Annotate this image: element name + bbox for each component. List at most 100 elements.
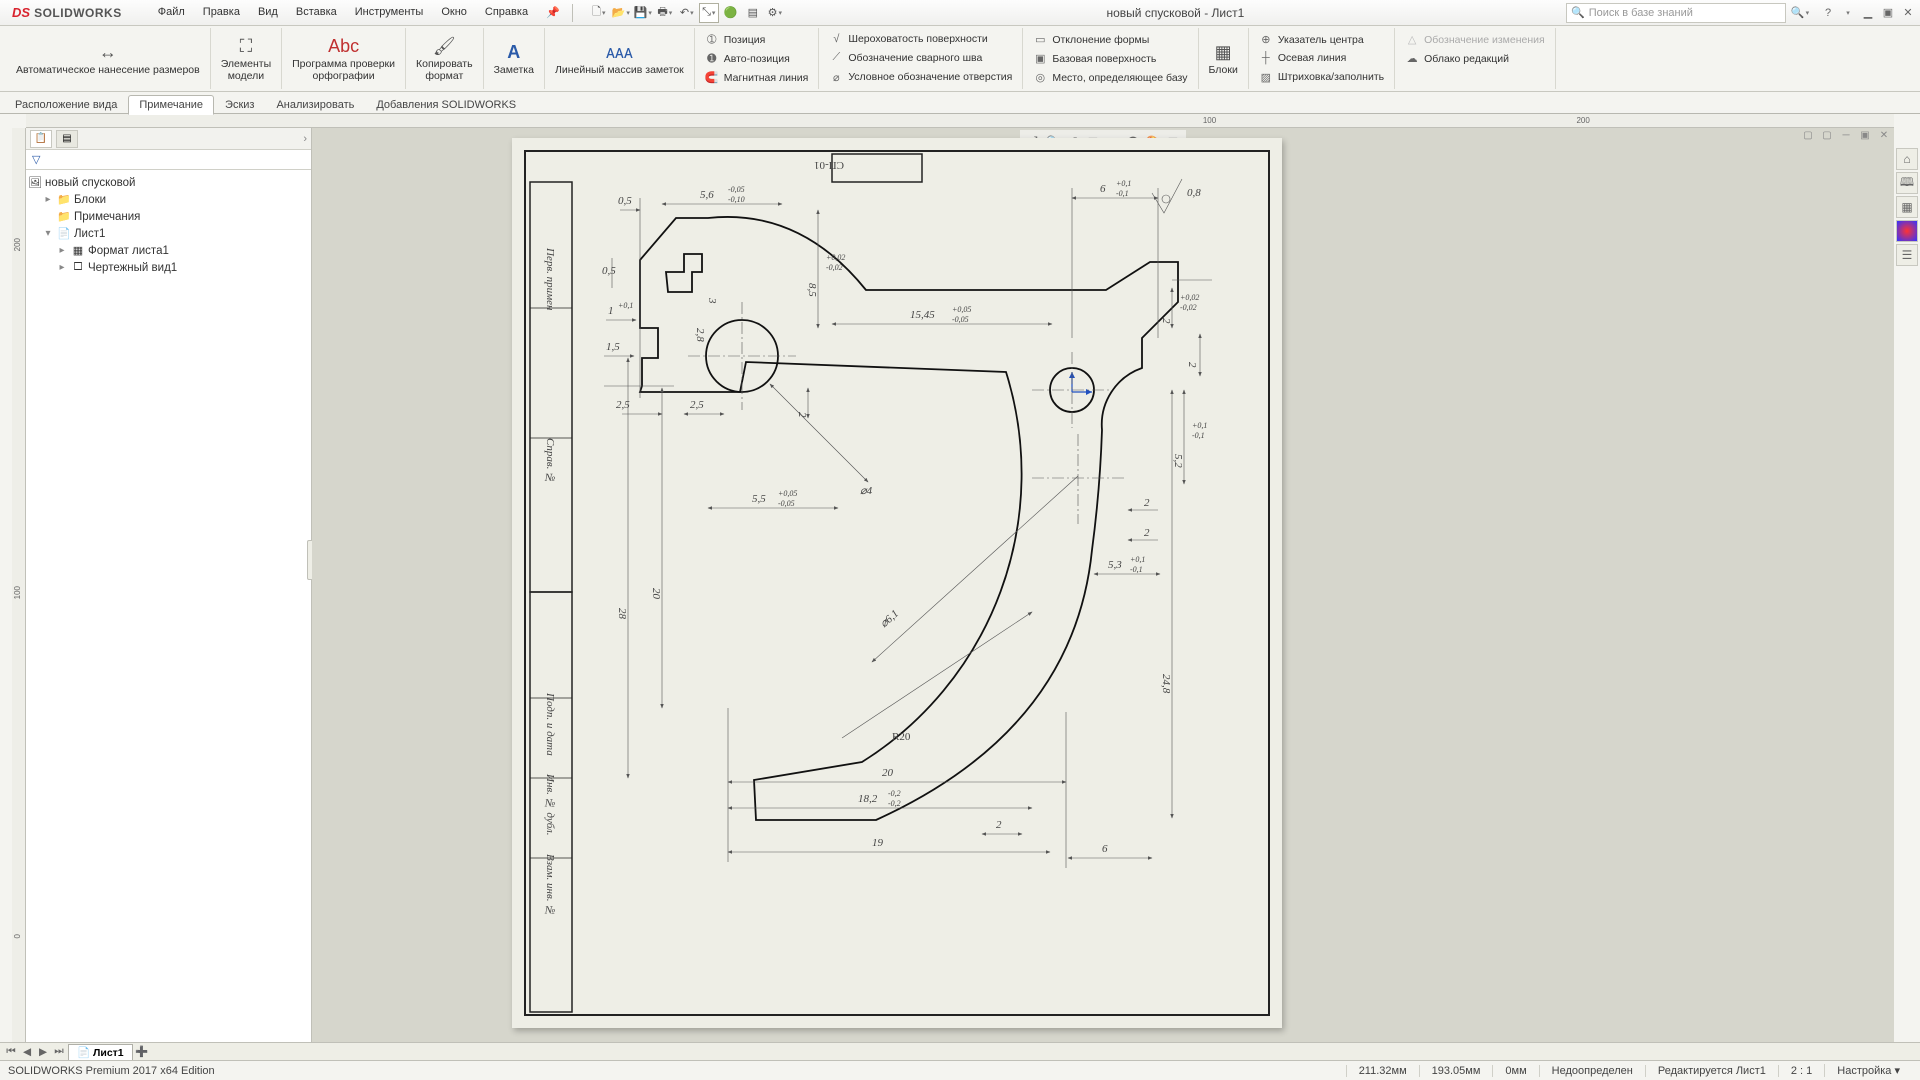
menu-view[interactable]: Вид <box>250 3 286 22</box>
svg-text:2: 2 <box>996 819 1002 831</box>
taskpane-home-icon[interactable]: ⌂ <box>1896 148 1918 170</box>
ribbon-auto-balloon[interactable]: ➊Авто-позиция <box>703 51 811 66</box>
menu-pin-icon[interactable]: 📌 <box>538 3 568 22</box>
undo-icon[interactable]: ↶ <box>677 3 697 23</box>
menu-insert[interactable]: Вставка <box>288 3 345 22</box>
tree-blocks[interactable]: Блоки <box>74 194 106 206</box>
menu-tools[interactable]: Инструменты <box>347 3 432 22</box>
ribbon-datum-feature[interactable]: ▣Базовая поверхность <box>1031 51 1189 66</box>
taskpane-resources-icon[interactable]: 🕮 <box>1896 172 1918 194</box>
ribbon-centerline[interactable]: ┼Осевая линия <box>1257 51 1386 65</box>
svg-text:-0,05: -0,05 <box>778 499 795 508</box>
sheet-nav-first-icon[interactable]: ⏮ <box>4 1045 18 1058</box>
mdi-minimize-icon[interactable]: ─ <box>1838 130 1854 144</box>
tree-sheet[interactable]: Лист1 <box>74 228 105 240</box>
ribbon-balloon[interactable]: ➀Позиция <box>703 32 811 47</box>
ribbon-surface-finish[interactable]: √Шероховатость поверхности <box>827 32 1014 46</box>
svg-text:+0,05: +0,05 <box>778 489 797 498</box>
svg-text:+0,05: +0,05 <box>952 305 971 314</box>
close-icon[interactable]: ✕ <box>1900 6 1916 19</box>
tree-drawing-view[interactable]: Чертежный вид1 <box>88 262 177 274</box>
mdi-pin-icon[interactable]: ▢ <box>1819 130 1835 144</box>
menu-help[interactable]: Справка <box>477 3 536 22</box>
sheet-tab-active[interactable]: 📄 Лист1 <box>68 1044 133 1060</box>
revision-cloud-icon: ☁ <box>1405 52 1419 65</box>
taskpane-appearances-icon[interactable] <box>1896 220 1918 242</box>
mdi-layout-icon[interactable]: ▢ <box>1800 130 1816 144</box>
mdi-restore-icon[interactable]: ▣ <box>1857 130 1873 144</box>
tab-sketch[interactable]: Эскиз <box>214 95 265 114</box>
tree-tab-feature-icon[interactable]: 📋 <box>30 130 52 148</box>
drawing-sheet[interactable]: Перв. примен Справ. № Подп. и дата Инв. … <box>512 138 1282 1028</box>
tab-evaluate[interactable]: Анализировать <box>265 95 365 114</box>
taskpane-properties-icon[interactable]: ☰ <box>1896 244 1918 266</box>
spellcheck-icon: Abc <box>328 36 359 58</box>
ribbon-blocks[interactable]: ▦ Блоки <box>1199 28 1249 89</box>
ribbon-format-painter[interactable]: 🖌 Копироватьформат <box>406 28 484 89</box>
menu-file[interactable]: Файл <box>150 3 193 22</box>
tree-sheet-format[interactable]: Формат листа1 <box>88 245 169 257</box>
ribbon-center-mark[interactable]: ⊕Указатель центра <box>1257 32 1386 47</box>
geom-tol-icon: ▭ <box>1033 33 1047 46</box>
datum-target-icon: ◎ <box>1033 71 1047 84</box>
taskpane-palette-icon[interactable]: ▦ <box>1896 196 1918 218</box>
options-icon[interactable]: ▤ <box>743 3 763 23</box>
svg-text:5,6: 5,6 <box>700 189 714 201</box>
tab-annotation[interactable]: Примечание <box>128 95 214 115</box>
svg-text:+0,1: +0,1 <box>1116 179 1131 188</box>
sheet-nav-next-icon[interactable]: ▶ <box>36 1046 50 1058</box>
tree-filter[interactable]: ▽ <box>26 150 311 170</box>
tab-addins[interactable]: Добавления SOLIDWORKS <box>365 95 527 114</box>
sheet-add-icon[interactable]: ➕ <box>135 1045 149 1058</box>
maximize-icon[interactable]: ▣ <box>1880 6 1896 19</box>
tree-root[interactable]: новый спусковой <box>45 177 135 189</box>
ribbon-linear-note-pattern[interactable]: ᴀᴀᴀ Линейный массив заметок <box>545 28 695 89</box>
search-input[interactable]: 🔍 Поиск в базе знаний <box>1566 3 1786 23</box>
open-icon[interactable]: 📂 <box>611 3 631 23</box>
ribbon-revision-symbol[interactable]: △Обозначение изменения <box>1403 32 1547 47</box>
tree-annotations[interactable]: Примечания <box>74 211 140 223</box>
menu-window[interactable]: Окно <box>433 3 475 22</box>
svg-text:2: 2 <box>1144 527 1150 539</box>
ribbon: ↔ Автоматическое нанесение размеров ⛶ Эл… <box>0 26 1920 92</box>
search-scope-icon[interactable]: 🔍 <box>1790 3 1810 23</box>
ribbon-model-items[interactable]: ⛶ Элементымодели <box>211 28 282 89</box>
svg-text:-0,02: -0,02 <box>1180 303 1197 312</box>
svg-text:0,5: 0,5 <box>602 265 616 277</box>
ribbon-hatch-fill[interactable]: ▨Штриховка/заполнить <box>1257 70 1386 85</box>
settings-icon[interactable]: ⚙ <box>765 3 785 23</box>
mdi-close-icon[interactable]: ✕ <box>1876 130 1892 144</box>
print-icon[interactable]: 🖶 <box>655 3 675 23</box>
feature-tree[interactable]: 🖼новый спусковой ▸📁Блоки 📁Примечания ▾📄Л… <box>26 170 311 280</box>
ribbon-revision-cloud[interactable]: ☁Облако редакций <box>1403 51 1547 66</box>
new-icon[interactable]: 🗋 <box>589 3 609 23</box>
tree-tab-expand-icon[interactable]: › <box>303 133 307 145</box>
sheet-nav-prev-icon[interactable]: ◀ <box>20 1046 34 1058</box>
ribbon-geom-tol[interactable]: ▭Отклонение формы <box>1031 32 1189 47</box>
status-editing: Редактируется Лист1 <box>1645 1065 1778 1077</box>
search-placeholder: Поиск в базе знаний <box>1589 7 1693 19</box>
sheet-nav-last-icon[interactable]: ⏭ <box>52 1045 66 1058</box>
help-icon[interactable]: ? <box>1820 7 1836 19</box>
ribbon-weld-symbol[interactable]: ⟋Обозначение сварного шва <box>827 50 1014 65</box>
drawing-area[interactable]: ▢ ▢ ─ ▣ ✕ ⤢ 🔍 ↺ ▥ ◐ 👁 🎨 ▦ <box>312 128 1894 1044</box>
save-icon[interactable]: 💾 <box>633 3 653 23</box>
ribbon-hole-callout[interactable]: ⌀Условное обозначение отверстия <box>827 70 1014 85</box>
svg-text:-0,2: -0,2 <box>888 799 901 808</box>
surface-finish-icon: √ <box>829 33 843 45</box>
ribbon-smart-dimension[interactable]: ↔ Автоматическое нанесение размеров <box>6 28 211 89</box>
status-customize[interactable]: Настройка ▾ <box>1824 1064 1912 1077</box>
drawing-icon: 🖼 <box>28 176 42 189</box>
tab-view-layout[interactable]: Расположение вида <box>4 95 128 114</box>
rebuild-icon[interactable]: 🟢 <box>721 3 741 23</box>
ribbon-note[interactable]: A Заметка <box>484 28 545 89</box>
minimize-icon[interactable]: ▁ <box>1860 6 1876 19</box>
status-scale[interactable]: 2 : 1 <box>1778 1065 1824 1077</box>
ribbon-spellcheck[interactable]: Abc Программа проверкиорфографии <box>282 28 406 89</box>
ribbon-magnetic-line[interactable]: 🧲Магнитная линия <box>703 70 811 85</box>
ribbon-datum-target[interactable]: ◎Место, определяющее базу <box>1031 70 1189 85</box>
menu-edit[interactable]: Правка <box>195 3 248 22</box>
select-icon[interactable]: ⤡ <box>699 3 719 23</box>
tree-tab-config-icon[interactable]: ▤ <box>56 130 78 148</box>
sheet-format-icon: ▦ <box>71 244 85 257</box>
